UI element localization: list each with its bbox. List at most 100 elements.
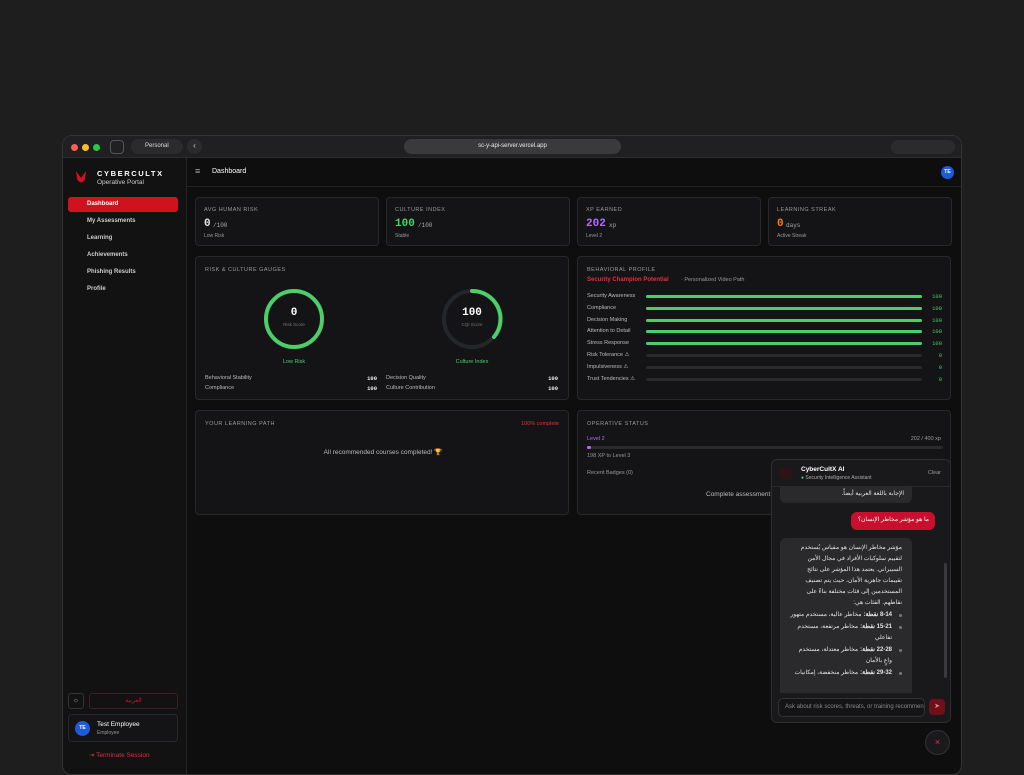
nav-item[interactable]: Phishing Results	[87, 269, 136, 275]
menu-icon[interactable]: ≡	[195, 166, 201, 176]
stat-note: Stable	[395, 233, 410, 239]
trait-name: Decision Making	[587, 316, 628, 323]
metric-value: 100	[548, 385, 558, 392]
xp-fill	[587, 446, 591, 449]
trait-value: 100	[932, 293, 942, 300]
message-text: ما هو مؤشر مخاطر الإنسان؟	[857, 517, 929, 523]
bullet-text: مخاطر منخفضة، إمكانيات	[794, 670, 859, 676]
trait-bar	[646, 318, 922, 322]
gauge-ring	[264, 289, 324, 349]
stat-card: LEARNING STREAK 0 days Active Streak	[768, 197, 952, 246]
address-bar[interactable]: sc-y-api-server.vercel.app	[404, 139, 621, 154]
chat-subtitle: ● Security Intelligence Assistant	[801, 475, 872, 481]
stat-card: AVG HUMAN RISK 0/100 Low Risk	[195, 197, 379, 246]
trait-track	[646, 354, 922, 357]
learning-panel: YOUR LEARNING PATH 100% complete All rec…	[195, 410, 569, 515]
metric-name: Culture Contribution	[386, 385, 435, 391]
theme-toggle[interactable]: ☼	[68, 693, 84, 709]
chat-title: CyberCultX AI	[801, 466, 845, 473]
metric-value: 100	[548, 375, 558, 382]
metric-name: Decision Quality	[386, 375, 426, 381]
panel-title: BEHAVIORAL PROFILE	[587, 267, 656, 273]
trait-bar	[646, 295, 922, 298]
bullet-dot	[899, 672, 902, 675]
gauge-value: 100	[462, 307, 482, 319]
chat-logo	[779, 466, 793, 480]
trait-track	[646, 330, 922, 334]
bullet-dot	[899, 626, 902, 629]
trait-value: 100	[932, 316, 942, 324]
nav-item[interactable]: Learning	[87, 235, 113, 241]
gauge-value: 0	[290, 307, 298, 319]
bullet: 8-14 نقطة:مخاطر عالية، مستخدم متهور	[790, 610, 902, 621]
nav-item[interactable]: Dashboard	[68, 197, 178, 212]
nav-item[interactable]: Achievements	[87, 252, 128, 258]
panel-title: YOUR LEARNING PATH	[205, 421, 275, 427]
panel-title: RISK & CULTURE GAUGES	[205, 267, 286, 273]
nav-item[interactable]: Profile	[87, 286, 106, 292]
stat-label: XP EARNED	[586, 207, 623, 213]
stat-unit: xp	[609, 222, 617, 229]
xp-track	[587, 446, 943, 449]
status-level: Level 2	[587, 436, 605, 442]
back-button[interactable]: ‹	[187, 139, 202, 154]
header-avatar[interactable]: TE	[941, 166, 954, 179]
message-text: الإجابة باللغة العربية أيضاً.	[841, 491, 904, 497]
trait-name: Compliance	[587, 304, 617, 311]
stat-unit: days	[786, 222, 801, 229]
logout-label[interactable]: Terminate Session	[96, 752, 150, 759]
message-text: مؤشر مخاطر الإنسان هو مقياس يُستخدم لتقي…	[800, 545, 902, 606]
header: ≡ Dashboard TE	[187, 158, 961, 187]
profile-path: · Personalized Video Path	[681, 277, 745, 283]
chat-input[interactable]: Ask about risk scores, threats, or train…	[778, 698, 925, 717]
sidebar: CYBERCULTX Operative Portal ☼ العربية TE…	[63, 158, 187, 774]
gauge-label: Low Risk	[282, 359, 306, 365]
bullet-range: 29-32 نقطة:	[860, 670, 892, 676]
chat-panel: CyberCultX AI ● Security Intelligence As…	[771, 459, 951, 723]
minimize-dot[interactable]	[82, 144, 89, 151]
page-title: Dashboard	[212, 168, 247, 175]
sidebar-toggle[interactable]	[110, 140, 124, 154]
trait-value: 100	[932, 340, 942, 348]
learning-message: All recommended courses completed! 🏆	[323, 449, 443, 456]
panel-title: OPERATIVE STATUS	[587, 421, 649, 427]
brand: CYBERCULTX	[97, 169, 164, 178]
close-dot[interactable]	[71, 144, 78, 151]
language-button[interactable]: العربية	[89, 693, 178, 709]
browser-window: Personal ‹ sc-y-api-server.vercel.app CY…	[62, 135, 962, 775]
bullet-dot	[899, 649, 902, 652]
metric-name: Compliance	[205, 385, 235, 391]
stat-label: AVG HUMAN RISK	[204, 207, 259, 213]
zoom-dot[interactable]	[93, 144, 100, 151]
trait-track	[646, 318, 922, 322]
gauge-label: Culture Index	[455, 359, 489, 365]
trait-name: Security Awareness	[587, 293, 636, 299]
send-button[interactable]: ➤	[929, 699, 945, 715]
toolbar-actions[interactable]	[891, 140, 955, 154]
chat-subtitle-text: Security Intelligence Assistant	[805, 475, 872, 481]
bullet-text: مخاطر عالية، مستخدم متهور	[790, 612, 862, 618]
chat-close[interactable]: ×	[925, 730, 950, 755]
assistant-bubble: الإجابة باللغة العربية أيضاً.	[780, 487, 912, 503]
logout-button[interactable]: ⇥ Terminate Session	[89, 752, 150, 759]
trait-track	[646, 377, 922, 381]
chat-header: CyberCultX AI ● Security Intelligence As…	[772, 460, 950, 487]
trait-bar	[646, 306, 922, 310]
logo	[76, 171, 86, 183]
trait-track	[646, 365, 922, 369]
trait-value: 0	[938, 363, 942, 371]
stat-value: 100	[395, 218, 415, 230]
chat-messages: الإجابة باللغة العربية أيضاً. ما هو مؤشر…	[772, 487, 950, 693]
nav-item[interactable]: My Assessments	[87, 218, 136, 224]
stat-label: LEARNING STREAK	[777, 207, 837, 213]
user-role: Employee	[97, 730, 120, 736]
profile-panel: BEHAVIORAL PROFILE Security Champion Pot…	[577, 256, 951, 400]
stat-unit: /100	[213, 222, 228, 229]
trait-name: Risk Tolerance ⚠	[587, 352, 630, 358]
bullet-dot	[899, 614, 902, 617]
user-bubble: ما هو مؤشر مخاطر الإنسان؟	[851, 512, 935, 530]
profile-button[interactable]: Personal	[131, 139, 183, 154]
trait-value: 0	[938, 375, 942, 383]
chat-clear[interactable]: Clear	[927, 470, 941, 476]
